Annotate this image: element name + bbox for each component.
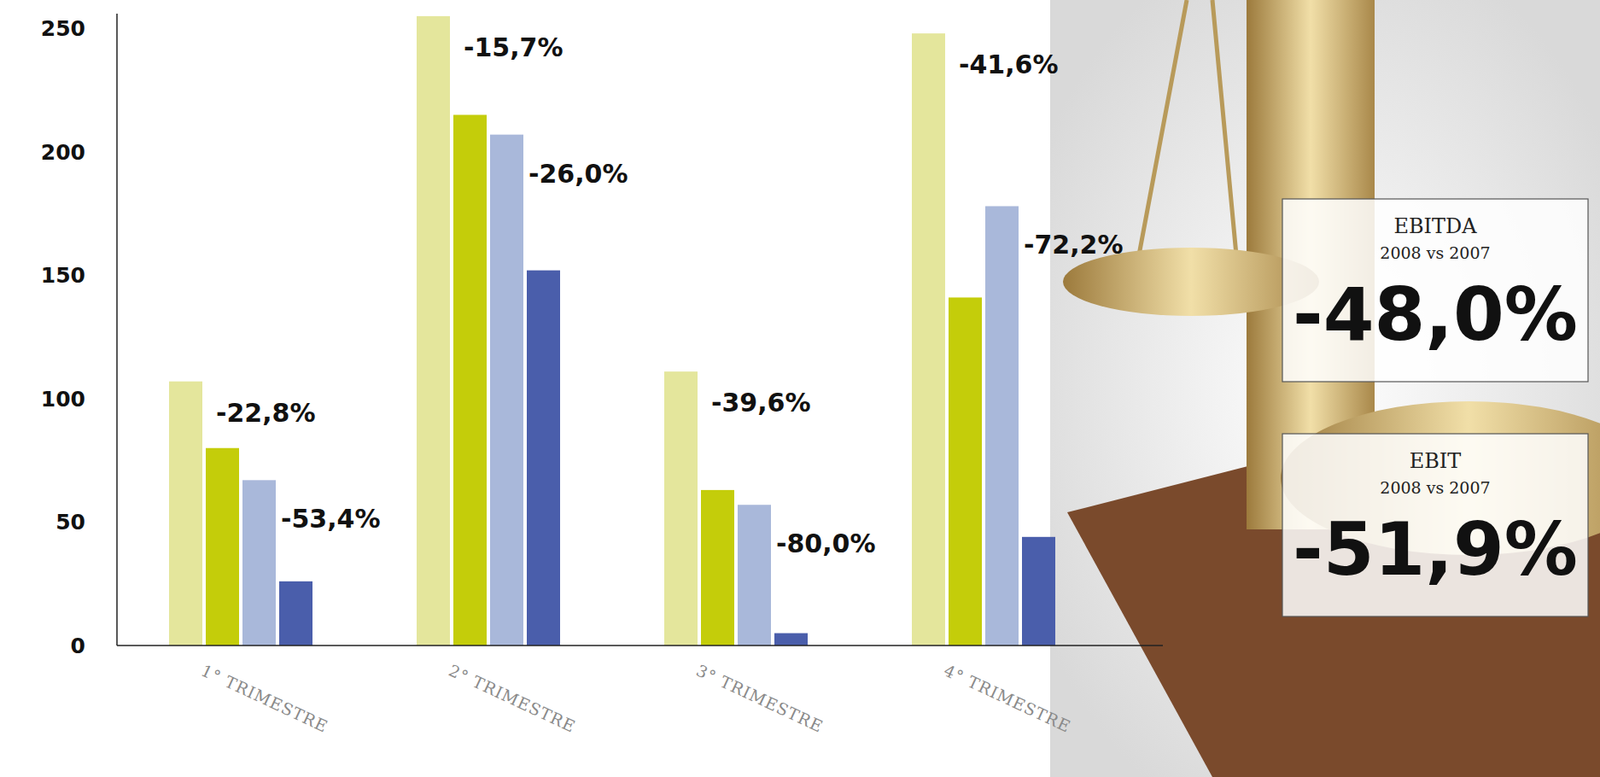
annotation: -15,7%	[463, 32, 564, 63]
x-axis	[116, 644, 1163, 647]
x-tick-label: 2° TRIMESTRE	[445, 660, 579, 736]
annotation: -22,8%	[216, 397, 316, 428]
annotation: -53,4%	[280, 503, 381, 534]
callout-title: EBITDA	[1393, 214, 1478, 239]
annotation: -41,6%	[958, 49, 1059, 80]
bar	[737, 504, 771, 646]
annotation: -39,6%	[711, 387, 812, 418]
callout-box	[1282, 198, 1589, 382]
callout-subtitle: 2008 vs 2007	[1379, 243, 1490, 263]
scale-chain	[1135, 0, 1187, 274]
x-tick-label: 4° TRIMESTRE	[940, 660, 1074, 736]
annotation: -26,0%	[528, 158, 629, 189]
y-axis	[116, 13, 118, 646]
y-tick-label: 50	[55, 509, 86, 535]
annotation: -80,0%	[776, 528, 876, 559]
bars	[169, 16, 1056, 646]
bar	[774, 633, 808, 646]
bar	[1021, 537, 1056, 646]
x-tick-label: 3° TRIMESTRE	[693, 660, 826, 736]
bar	[664, 371, 698, 646]
bar	[453, 115, 487, 646]
bar	[526, 270, 561, 646]
bar	[279, 581, 313, 646]
scale-chain	[1212, 0, 1238, 274]
y-tick-label: 100	[40, 386, 86, 412]
callout-title: EBIT	[1409, 449, 1462, 473]
scale-base	[1067, 409, 1600, 777]
bar	[700, 490, 735, 646]
annotations: -22,8% -53,4% -15,7% -26,0% -39,6% -80,0% -41,…	[216, 32, 1124, 559]
y-tick-label: 0	[70, 633, 86, 659]
background	[1050, 0, 1600, 777]
x-tick-label: 1° TRIMESTRE	[198, 660, 331, 736]
bar	[169, 381, 203, 646]
annotation: -72,2%	[1023, 229, 1124, 260]
callout-value: -48,0%	[1292, 271, 1578, 357]
bar	[490, 134, 524, 646]
callout-subtitle: 2008 vs 2007	[1379, 478, 1490, 497]
bar	[242, 479, 276, 646]
y-tick-label: 150	[40, 262, 86, 288]
chart: 0 50 100 150 200 250 1° TRIMESTRE 2° TRIMESTRE 3…	[0, 0, 1600, 777]
y-tick-label: 200	[40, 140, 86, 165]
callout: EBIT 2008 vs 2007 -51,9%	[1282, 433, 1589, 617]
bar	[205, 448, 240, 646]
bar	[985, 205, 1019, 646]
callout-value: -51,9%	[1292, 506, 1578, 592]
bar	[911, 33, 946, 646]
callout: EBITDA 2008 vs 2007 -48,0%	[1282, 198, 1589, 382]
y-tick-label: 250	[40, 16, 86, 41]
callout-box	[1282, 433, 1589, 617]
bar	[948, 297, 982, 646]
bar	[416, 16, 450, 646]
